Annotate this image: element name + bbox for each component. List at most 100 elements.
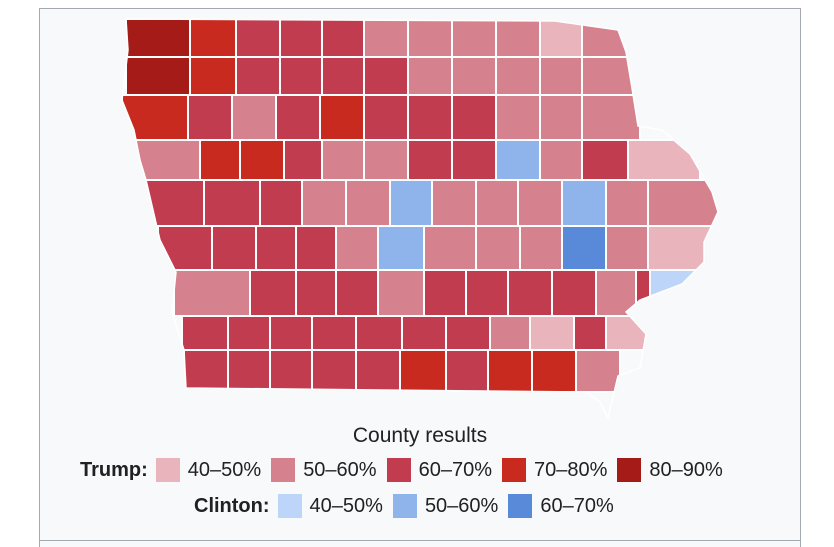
county-r1-c8 [495, 56, 541, 96]
county-r0-c5 [363, 19, 409, 58]
county-r3-c4 [321, 139, 365, 181]
county-r5-c7 [475, 225, 521, 271]
legend-swatch [392, 494, 417, 518]
legend-item-clinton-60-70: 60–70% [508, 494, 614, 518]
legend-item-trump-40-50: 40–50% [155, 458, 261, 482]
legend-range-label: 60–70% [418, 458, 492, 481]
county-r1-c4 [321, 56, 365, 96]
county-r7-c3 [311, 315, 357, 351]
legend-title-clinton: Clinton: [194, 494, 270, 517]
county-r0-c6 [407, 19, 453, 58]
county-r4-c5 [389, 179, 433, 227]
county-r0-c1 [189, 19, 237, 58]
legend-range-label: 70–80% [534, 458, 608, 481]
county-r2-c9 [539, 94, 583, 141]
county-r3-c2 [239, 139, 285, 181]
county-r6-c8 [551, 269, 597, 317]
legend-item-clinton-50-60: 50–60% [392, 494, 499, 518]
legend-range-label: 60–70% [540, 494, 614, 517]
county-r4-c3 [301, 179, 347, 227]
county-r6-c5 [423, 269, 467, 317]
legend-row-clinton: Clinton: 40–50% 50–60% 60–70% [194, 494, 624, 518]
county-r3-c0 [133, 139, 201, 181]
county-r5-c0 [157, 225, 213, 271]
county-r5-c6 [423, 225, 477, 271]
county-r1-c2 [235, 56, 281, 96]
county-r3-c1 [199, 139, 241, 181]
county-r8-c1 [227, 349, 271, 393]
legend-swatch [502, 458, 526, 482]
county-r0-c7 [451, 19, 497, 58]
county-r4-c4 [345, 179, 391, 227]
county-r4-c2 [259, 179, 303, 227]
legend-caption: County results [352, 424, 488, 447]
county-r0-c2 [235, 19, 281, 58]
county-r3-c10 [581, 139, 629, 181]
county-r4-c0 [143, 179, 205, 227]
county-r5-c3 [295, 225, 337, 271]
county-r2-c1 [187, 94, 233, 141]
legend-row-trump: Trump: 40–50% 50–60% 60–70% 70–80% 80–90… [80, 458, 733, 482]
county-r8-c2 [269, 349, 313, 393]
county-r6-c6 [465, 269, 509, 317]
legend-range-label: 50–60% [424, 494, 499, 517]
county-r3-c11 [627, 139, 701, 181]
county-r6-c7 [507, 269, 553, 317]
county-r1-c9 [539, 56, 583, 96]
county-r0-c3 [279, 19, 323, 58]
county-r5-c10 [605, 225, 649, 271]
legend-item-clinton-40-50: 40–50% [277, 494, 383, 518]
county-r8-c0 [183, 349, 229, 393]
county-r3-c8 [495, 139, 541, 181]
county-r0-c10 [581, 19, 641, 58]
county-r6-c0 [173, 269, 251, 317]
legend-range-label: 80–90% [649, 458, 723, 481]
county-r3-c5 [363, 139, 409, 181]
legend-swatch [155, 458, 180, 482]
county-r4-c9 [561, 179, 607, 227]
county-r2-c6 [407, 94, 453, 141]
county-r7-c0 [181, 315, 229, 351]
legend-range-label: 40–50% [309, 494, 383, 517]
legend-swatch [277, 494, 302, 518]
county-r4-c10 [605, 179, 649, 227]
county-r3-c7 [451, 139, 497, 181]
legend-item-trump-70-80: 70–80% [502, 458, 607, 482]
county-r4-c8 [517, 179, 563, 227]
county-r1-c0 [125, 56, 191, 96]
legend-swatch [508, 494, 533, 518]
county-r2-c5 [363, 94, 409, 141]
county-r8-c6 [445, 349, 489, 393]
county-r6-c11 [649, 269, 718, 317]
county-r3-c3 [283, 139, 323, 181]
county-r5-c8 [519, 225, 563, 271]
county-r5-c9 [561, 225, 607, 271]
county-r6-c3 [335, 269, 379, 317]
legend-swatch [271, 458, 296, 482]
county-r2-c7 [451, 94, 497, 141]
county-r7-c7 [489, 315, 531, 351]
county-r4-c1 [203, 179, 261, 227]
legend-item-trump-60-70: 60–70% [386, 458, 492, 482]
frame-bottom-border [39, 540, 801, 541]
county-r2-c0 [122, 94, 189, 141]
legend-title-trump: Trump: [80, 458, 148, 481]
county-r8-c9 [575, 349, 621, 393]
county-r5-c4 [335, 225, 379, 271]
county-r6-c1 [249, 269, 297, 317]
county-r1-c5 [363, 56, 409, 96]
county-r1-c3 [279, 56, 323, 96]
county-r1-c1 [189, 56, 237, 96]
county-r6-c10 [635, 269, 651, 317]
state-outline [121, 18, 719, 421]
county-r7-c8 [529, 315, 575, 351]
county-r1-c7 [451, 56, 497, 96]
county-r0-c0 [125, 19, 191, 58]
county-r1-c10 [581, 56, 641, 96]
county-r3-c6 [407, 139, 453, 181]
county-r8-c4 [355, 349, 401, 393]
county-r7-c9 [573, 315, 607, 351]
county-r2-c3 [275, 94, 321, 141]
county-r4-c7 [475, 179, 519, 227]
